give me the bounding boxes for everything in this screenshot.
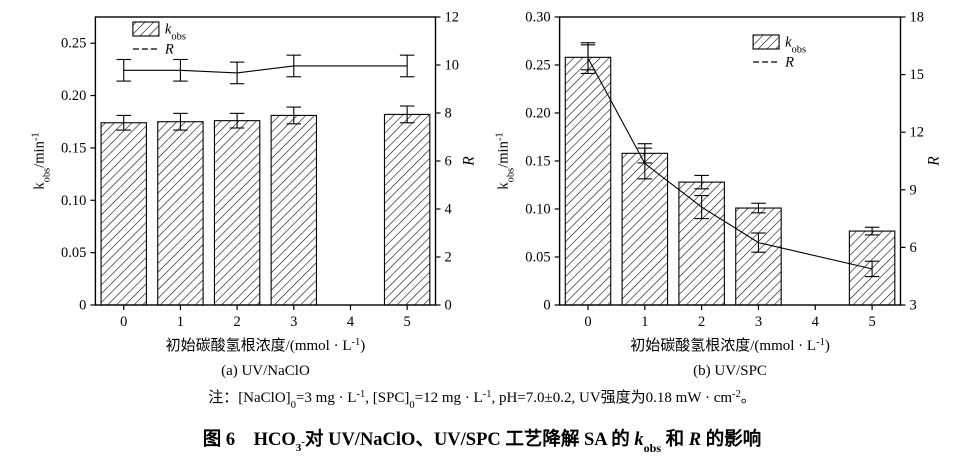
svg-text:18: 18	[910, 10, 925, 26]
svg-text:R: R	[164, 42, 174, 58]
svg-text:0.20: 0.20	[61, 88, 86, 104]
svg-text:4: 4	[445, 202, 453, 218]
svg-text:10: 10	[445, 58, 460, 74]
svg-text:kobs/min-1: kobs/min-1	[30, 132, 52, 189]
svg-text:0.05: 0.05	[525, 250, 550, 266]
svg-text:15: 15	[910, 67, 925, 83]
svg-text:kobs/min-1: kobs/min-1	[494, 132, 516, 189]
svg-text:kobs: kobs	[165, 22, 186, 43]
svg-text:0: 0	[543, 298, 550, 314]
svg-text:2: 2	[698, 314, 705, 330]
svg-text:3: 3	[910, 298, 917, 314]
svg-text:1: 1	[177, 314, 184, 330]
svg-text:6: 6	[910, 240, 917, 256]
svg-text:注：[NaClO]0=3 mg · L-1, [SPC]0=: 注：[NaClO]0=3 mg · L-1, [SPC]0=12 mg · L-…	[208, 389, 756, 411]
svg-text:0.30: 0.30	[525, 10, 550, 26]
svg-text:0: 0	[120, 314, 127, 330]
svg-text:R: R	[784, 55, 794, 71]
svg-text:0.25: 0.25	[525, 58, 550, 74]
svg-text:3: 3	[290, 314, 297, 330]
svg-text:2: 2	[445, 250, 452, 266]
svg-text:0.10: 0.10	[61, 193, 86, 209]
svg-text:(b) UV/SPC: (b) UV/SPC	[693, 363, 767, 379]
svg-text:0.05: 0.05	[61, 245, 86, 261]
svg-text:5: 5	[868, 314, 875, 330]
svg-text:12: 12	[445, 10, 460, 26]
svg-text:6: 6	[445, 154, 452, 170]
svg-text:0.25: 0.25	[61, 36, 86, 52]
svg-text:0: 0	[445, 298, 452, 314]
svg-text:9: 9	[910, 182, 917, 198]
svg-text:0.15: 0.15	[525, 154, 550, 170]
svg-text:4: 4	[347, 314, 355, 330]
svg-text:初始碳酸氢根浓度/(mmol · L-1): 初始碳酸氢根浓度/(mmol · L-1)	[630, 337, 830, 355]
svg-text:kobs: kobs	[785, 35, 806, 56]
svg-text:R: R	[461, 156, 478, 167]
svg-text:0.10: 0.10	[525, 202, 550, 218]
svg-text:5: 5	[404, 314, 411, 330]
svg-text:初始碳酸氢根浓度/(mmol · L-1): 初始碳酸氢根浓度/(mmol · L-1)	[166, 337, 366, 355]
svg-text:3: 3	[755, 314, 762, 330]
svg-text:(a) UV/NaClO: (a) UV/NaClO	[221, 363, 310, 379]
svg-text:1: 1	[641, 314, 648, 330]
svg-text:0.20: 0.20	[525, 106, 550, 122]
svg-text:R: R	[926, 156, 943, 167]
svg-text:0: 0	[584, 314, 591, 330]
svg-text:8: 8	[445, 106, 452, 122]
svg-text:图 6 HCO3-对 UV/NaClO、UV/SPC 工艺降: 图 6 HCO3-对 UV/NaClO、UV/SPC 工艺降解 SA 的 kob…	[203, 428, 761, 455]
svg-text:0: 0	[79, 298, 86, 314]
svg-text:0.15: 0.15	[61, 140, 86, 156]
svg-text:2: 2	[233, 314, 240, 330]
svg-text:12: 12	[910, 125, 925, 141]
svg-text:4: 4	[812, 314, 820, 330]
